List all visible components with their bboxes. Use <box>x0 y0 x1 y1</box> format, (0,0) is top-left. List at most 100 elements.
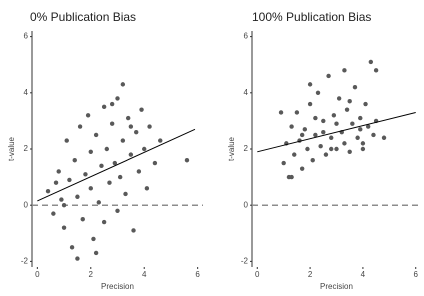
point <box>307 101 313 107</box>
x-axis-label: Precision <box>320 282 353 291</box>
point <box>91 236 96 242</box>
point <box>347 99 352 104</box>
point <box>329 135 334 140</box>
point <box>93 132 99 138</box>
point <box>93 250 99 256</box>
point <box>299 166 305 171</box>
point <box>120 138 126 143</box>
point <box>53 180 59 185</box>
point <box>125 115 131 121</box>
point <box>101 104 107 110</box>
point <box>147 124 152 129</box>
y-tick-label: -2 <box>21 256 29 265</box>
point <box>80 217 85 222</box>
chart-title: 100% Publication Bias <box>252 10 371 24</box>
point <box>305 146 310 152</box>
point <box>289 174 294 180</box>
point <box>61 202 67 208</box>
point <box>112 160 118 166</box>
point <box>352 84 358 90</box>
point <box>69 245 75 250</box>
point <box>371 132 376 138</box>
point <box>144 186 150 191</box>
point <box>67 177 72 183</box>
point <box>136 169 142 174</box>
point <box>331 113 337 118</box>
point <box>117 174 123 180</box>
point <box>134 129 139 135</box>
point <box>347 149 352 155</box>
point <box>99 163 104 169</box>
point <box>307 82 313 87</box>
point <box>289 124 294 129</box>
point <box>313 132 318 138</box>
x-axis-label: Precision <box>101 282 134 291</box>
point <box>336 96 342 101</box>
point <box>302 127 308 132</box>
point <box>101 219 107 225</box>
point <box>310 158 315 163</box>
y-tick-label: 0 <box>244 200 249 209</box>
point <box>329 146 334 152</box>
point <box>75 194 80 199</box>
point <box>88 149 93 155</box>
point <box>59 197 64 202</box>
point <box>128 124 134 129</box>
point <box>292 152 297 157</box>
point <box>131 228 136 233</box>
point <box>381 135 387 140</box>
y-tick-label: 2 <box>24 144 29 153</box>
point <box>363 101 368 107</box>
point <box>51 211 56 216</box>
point <box>123 191 128 197</box>
point <box>77 124 83 129</box>
trend-line <box>37 128 196 202</box>
y-axis-label: t-value <box>227 136 236 161</box>
point <box>96 200 101 205</box>
point <box>61 225 67 230</box>
point <box>360 141 366 146</box>
point <box>115 96 120 101</box>
point <box>128 152 134 157</box>
point <box>365 124 371 129</box>
point <box>109 121 115 126</box>
point <box>278 110 284 115</box>
point <box>358 115 363 121</box>
y-tick-label: 4 <box>244 88 249 97</box>
point <box>83 172 88 177</box>
point <box>158 138 163 143</box>
y-tick-label: 2 <box>244 144 249 153</box>
x-tick-label: 2 <box>89 270 94 279</box>
point <box>294 110 300 115</box>
point <box>88 186 93 191</box>
x-tick-label: 0 <box>35 270 40 279</box>
point <box>355 135 360 140</box>
point <box>318 143 323 149</box>
point <box>321 118 326 124</box>
x-tick-label: 6 <box>413 270 418 279</box>
point <box>139 107 144 112</box>
point <box>342 68 347 73</box>
point <box>72 158 77 163</box>
point <box>75 256 80 261</box>
x-tick-label: 2 <box>308 270 313 279</box>
point <box>281 160 286 166</box>
x-tick-label: 0 <box>255 270 260 279</box>
y-tick-label: 6 <box>244 32 249 41</box>
point <box>152 160 158 166</box>
point <box>360 146 366 152</box>
y-tick-label: 0 <box>24 200 29 209</box>
y-axis-label: t-value <box>7 136 16 161</box>
point <box>326 73 331 79</box>
trend-line <box>257 111 416 153</box>
point <box>313 115 318 121</box>
point <box>142 146 147 152</box>
point <box>184 158 190 163</box>
point <box>45 188 51 194</box>
chart-title: 0% Publication Bias <box>30 10 136 24</box>
point <box>334 121 339 126</box>
point <box>323 152 329 157</box>
point <box>368 59 374 65</box>
point <box>373 68 379 73</box>
